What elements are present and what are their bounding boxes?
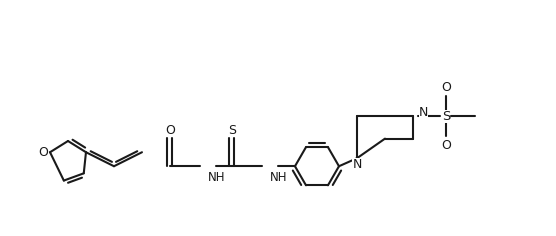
Text: N: N [353,158,361,171]
Text: O: O [165,124,175,137]
Text: NH: NH [208,171,226,184]
Text: S: S [228,124,236,137]
Text: N: N [419,106,428,119]
Text: O: O [441,81,451,94]
Text: NH: NH [270,171,287,184]
Text: O: O [38,146,48,159]
Text: O: O [441,139,451,152]
Text: S: S [442,110,450,123]
